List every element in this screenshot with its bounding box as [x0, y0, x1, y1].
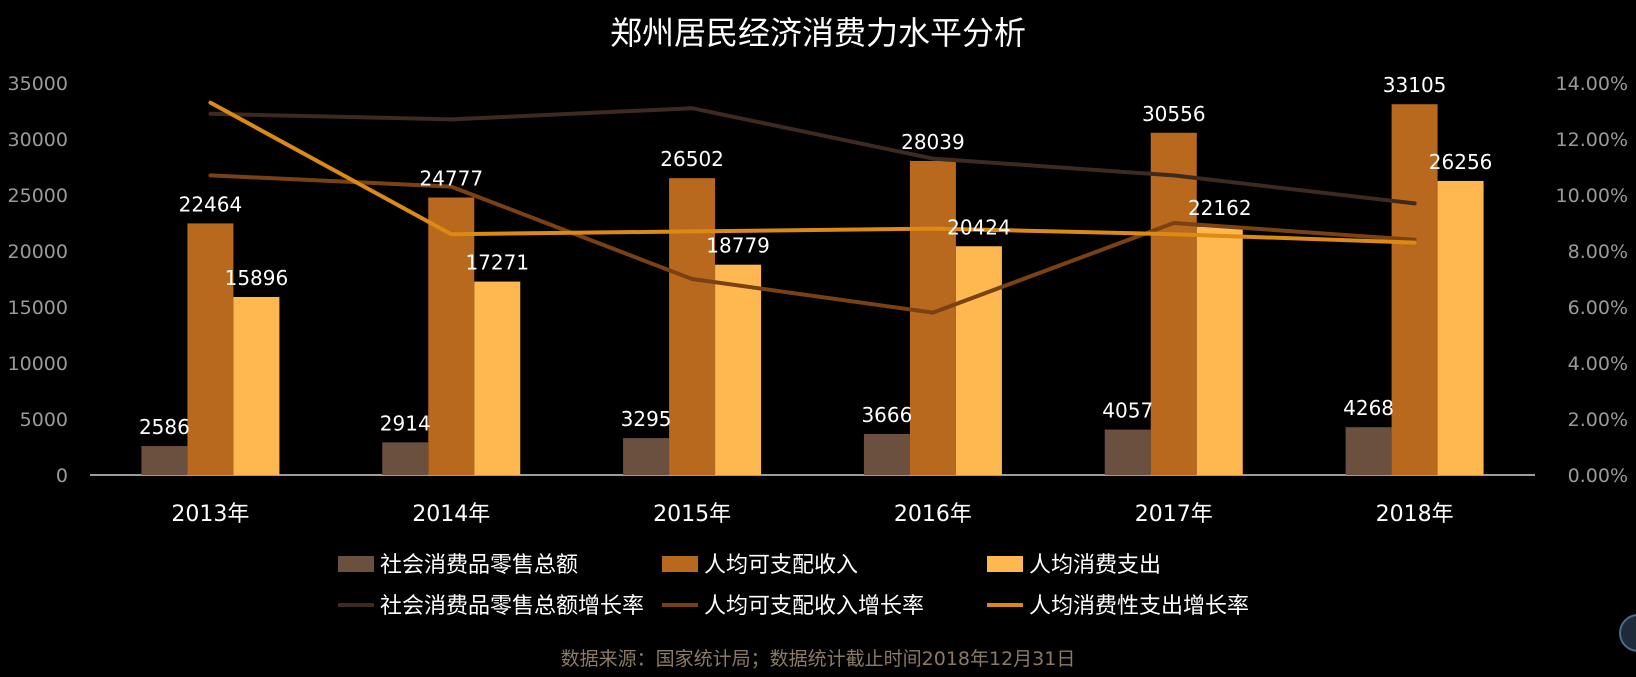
bar: [1104, 429, 1151, 475]
bar: [669, 178, 716, 475]
chart-title: 郑州居民经济消费力水平分析: [610, 14, 1026, 52]
bar: [141, 446, 188, 475]
series-line: [208, 173, 1417, 315]
bar: [187, 223, 234, 475]
bar: [623, 438, 670, 475]
bar: [863, 433, 910, 475]
x-tick-label: 2017年: [1135, 502, 1213, 527]
x-tick-label: 2015年: [653, 502, 731, 527]
bar-value-label: 18779: [706, 234, 770, 258]
bar: [233, 296, 280, 475]
x-tick-label: 2016年: [894, 502, 972, 527]
y-right-tick-label: 4.00%: [1568, 353, 1628, 375]
bars: [141, 104, 1484, 475]
bar: [909, 160, 956, 475]
y-right-tick-label: 10.00%: [1556, 185, 1628, 207]
bar: [382, 442, 429, 475]
legend-label: 人均消费性支出增长率: [1029, 594, 1249, 619]
bar-value-label: 26256: [1429, 150, 1493, 174]
bar-value-label: 15896: [225, 266, 289, 290]
legend-label: 人均消费支出: [1029, 553, 1161, 578]
x-tick-label: 2018年: [1376, 502, 1454, 527]
y-left-tick-label: 5000: [20, 409, 68, 431]
legend-label: 社会消费品零售总额增长率: [380, 594, 644, 619]
bar-value-label: 26502: [660, 147, 724, 171]
bar: [428, 197, 475, 475]
y-right-tick-label: 14.00%: [1556, 73, 1628, 95]
bar: [955, 246, 1002, 475]
bar-value-label: 2586: [139, 415, 190, 439]
bar-value-label: 20424: [947, 215, 1011, 239]
data-labels: 2586 2914 3295 3666 4057 4268 22464 24777 26502 2…: [139, 73, 1492, 439]
bar-value-label: 4268: [1343, 396, 1394, 420]
bar-value-label: 30556: [1142, 102, 1206, 126]
bar: [1150, 132, 1197, 475]
source-note: 数据来源：国家统计局；数据统计截止时间2018年12月31日: [560, 648, 1076, 670]
series-line: [208, 106, 1417, 206]
bar-value-label: 33105: [1383, 73, 1447, 97]
legend-label: 人均可支配收入: [704, 553, 858, 578]
bar: [1437, 180, 1484, 475]
bar-value-label: 4057: [1102, 399, 1153, 423]
legend-swatch: [662, 556, 698, 572]
y-left-tick-label: 25000: [8, 185, 68, 207]
x-tick-label: 2014年: [412, 502, 490, 527]
legend-swatch: [338, 556, 374, 572]
y-right-tick-label: 2.00%: [1568, 409, 1628, 431]
bar: [1345, 427, 1392, 475]
y-left-tick-label: 15000: [8, 297, 68, 319]
bar: [715, 264, 762, 475]
bar-value-label: 3666: [861, 403, 912, 427]
x-tick-label: 2013年: [171, 502, 249, 527]
bar-value-label: 17271: [465, 251, 529, 275]
bar: [474, 281, 521, 475]
y-right-tick-label: 0.00%: [1568, 465, 1628, 487]
legend-swatch: [987, 556, 1023, 572]
bar-value-label: 24777: [419, 166, 483, 190]
legend-label: 社会消费品零售总额: [380, 553, 578, 578]
y-left-tick-label: 20000: [8, 241, 68, 263]
series-line: [208, 100, 1417, 245]
y-left-tick-label: 35000: [8, 73, 68, 95]
y-right-tick-label: 12.00%: [1556, 129, 1628, 151]
bar: [1391, 104, 1438, 475]
y-right-tick-label: 6.00%: [1568, 297, 1628, 319]
line-series: [208, 100, 1417, 315]
y-left-tick-label: 10000: [8, 353, 68, 375]
legend-label: 人均可支配收入增长率: [704, 594, 924, 619]
bar-value-label: 2914: [380, 411, 431, 435]
y-left-tick-label: 30000: [8, 129, 68, 151]
axes: 0 5000 10000 15000 20000 25000 30000 35000 0.00%…: [8, 73, 1628, 527]
y-left-tick-label: 0: [56, 465, 68, 487]
bar-value-label: 22162: [1188, 196, 1252, 220]
y-right-tick-label: 8.00%: [1568, 241, 1628, 263]
bar-value-label: 22464: [179, 192, 243, 216]
bar-value-label: 28039: [901, 130, 965, 154]
bar: [1196, 226, 1243, 475]
bar-value-label: 3295: [621, 407, 672, 431]
